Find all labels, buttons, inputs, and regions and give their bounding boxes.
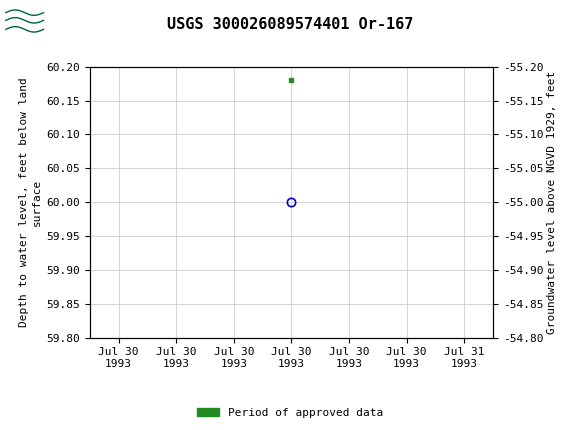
Y-axis label: Depth to water level, feet below land
surface: Depth to water level, feet below land su…	[19, 77, 42, 327]
Text: USGS: USGS	[49, 13, 96, 32]
Text: USGS 300026089574401 Or-167: USGS 300026089574401 Or-167	[167, 17, 413, 32]
Y-axis label: Groundwater level above NGVD 1929, feet: Groundwater level above NGVD 1929, feet	[548, 71, 557, 334]
Legend: Period of approved data: Period of approved data	[193, 403, 387, 422]
FancyBboxPatch shape	[5, 4, 45, 41]
